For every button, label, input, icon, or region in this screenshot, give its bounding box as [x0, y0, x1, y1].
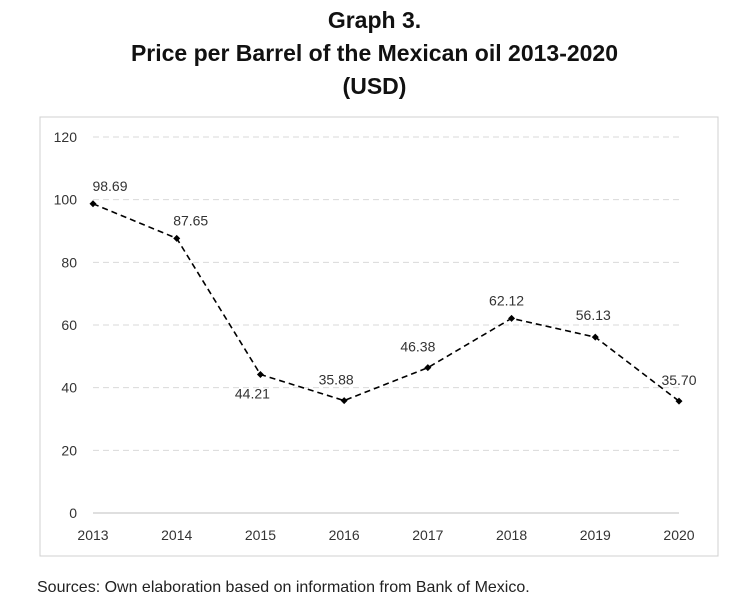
series-group: 98.69 87.65 44.21 35.88 46.38 62.12 56.13 35.70 — [89, 178, 697, 405]
chart-title-line-3: (USD) — [342, 73, 407, 99]
x-axis-tick-labels: 2013 2014 2015 2016 2017 2018 2019 2020 — [77, 527, 694, 543]
x-tick-label: 2014 — [161, 527, 192, 543]
x-tick-label: 2020 — [663, 527, 694, 543]
data-label: 56.13 — [576, 307, 611, 323]
y-tick-label: 40 — [61, 380, 77, 396]
y-tick-label: 60 — [61, 317, 77, 333]
data-point — [256, 370, 264, 378]
data-label: 87.65 — [173, 212, 208, 228]
data-point — [340, 397, 348, 405]
data-point — [591, 333, 599, 341]
y-tick-label: 80 — [61, 254, 77, 270]
x-tick-label: 2019 — [580, 527, 611, 543]
x-tick-label: 2016 — [329, 527, 360, 543]
x-tick-label: 2017 — [412, 527, 443, 543]
data-point — [89, 200, 97, 208]
data-point — [173, 234, 181, 242]
data-point — [508, 314, 516, 322]
gridlines — [93, 136, 679, 451]
y-tick-label: 120 — [54, 129, 78, 145]
y-tick-label: 0 — [69, 505, 77, 521]
y-tick-label: 20 — [61, 442, 77, 458]
y-tick-label: 100 — [54, 192, 78, 208]
data-label: 62.12 — [489, 292, 524, 308]
data-label: 46.38 — [400, 339, 435, 355]
chart-title-line-2: Price per Barrel of the Mexican oil 2013… — [130, 40, 619, 66]
data-point — [424, 364, 432, 372]
data-label: 98.69 — [92, 178, 127, 194]
data-label: 44.21 — [235, 385, 270, 401]
chart-title-line-1: Graph 3. — [327, 7, 422, 33]
x-tick-label: 2015 — [245, 527, 276, 543]
data-point — [675, 397, 683, 405]
x-tick-label: 2013 — [77, 527, 108, 543]
series-line — [92, 203, 680, 402]
chart-area-border — [39, 116, 719, 557]
x-tick-label: 2018 — [496, 527, 527, 543]
source-note: Sources: Own elaboration based on inform… — [37, 579, 530, 596]
data-label: 35.88 — [319, 372, 354, 388]
chart-title: Graph 3. Price per Barrel of the Mexican… — [0, 4, 749, 103]
y-axis-tick-labels: 0 20 40 60 80 100 120 — [54, 129, 78, 521]
data-label: 35.70 — [661, 372, 696, 388]
